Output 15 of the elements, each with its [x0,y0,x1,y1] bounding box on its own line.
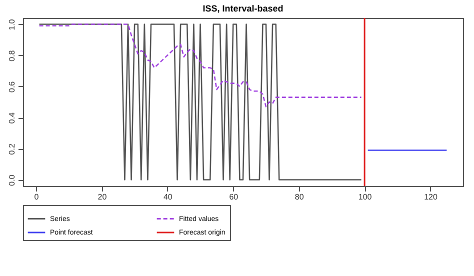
chart-title: ISS, Interval-based [202,3,284,14]
y-tick-label: 1.0 [8,18,16,30]
x-tick-label: 100 [358,192,372,202]
y-tick-label: 0.2 [8,143,16,155]
x-tick-label: 80 [294,192,304,202]
y-tick-label: 0.6 [8,80,16,93]
x-tick-label: 20 [98,192,108,202]
y-tick-label: 0.8 [8,50,16,62]
x-tick-label: 0 [34,192,40,202]
y-tick-label: 0.0 [8,174,16,186]
x-tick-label: 120 [424,192,438,202]
line-series [38,24,362,108]
x-tick-label: 40 [163,192,173,202]
y-tick-label: 0.4 [8,112,16,124]
x-tick-label: 60 [229,192,239,202]
